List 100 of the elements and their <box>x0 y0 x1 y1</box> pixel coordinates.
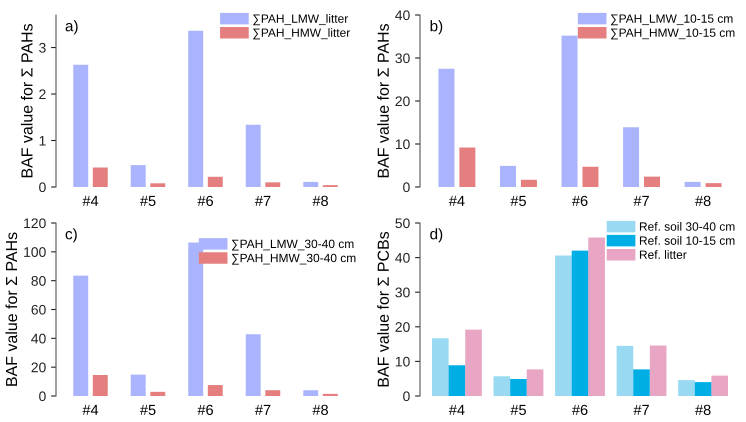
y-tick-label: 0 <box>39 182 46 192</box>
bar <box>150 183 166 187</box>
bar <box>694 382 712 396</box>
bar <box>208 385 223 396</box>
annotation: a) <box>66 20 78 34</box>
y-tick-label: 30 <box>395 288 410 298</box>
bar <box>623 127 640 187</box>
legend-label: ∑PAH_LMW_litter <box>253 14 348 26</box>
bar <box>678 380 695 396</box>
y-tick-label: 0 <box>403 391 410 402</box>
bar <box>73 276 88 396</box>
y-tick-label: 20 <box>396 96 410 106</box>
x-tick-label: #5 <box>510 196 526 206</box>
y-tick-label: 100 <box>24 247 46 258</box>
x-tick-label: #4 <box>448 196 465 206</box>
bar <box>188 30 204 187</box>
x-tick-label: #6 <box>197 404 213 416</box>
bar <box>510 379 527 396</box>
x-tick-label: #7 <box>633 404 649 415</box>
y-tick-label: 40 <box>395 252 410 263</box>
x-tick-label: #4 <box>82 404 98 415</box>
y-tick-label: 1 <box>40 136 46 146</box>
x-tick-label: #7 <box>254 404 270 415</box>
x-tick-label: #4 <box>82 196 98 206</box>
x-tick-label: #8 <box>312 404 328 416</box>
bar <box>459 147 476 187</box>
legend-label: ∑PAH_LMW_10-15 cm <box>611 14 732 26</box>
y-tick-label: 3 <box>39 42 46 53</box>
bar <box>684 182 701 187</box>
x-tick-label: #8 <box>312 196 328 206</box>
legend-label: Ref. litter <box>640 250 687 259</box>
bar <box>73 64 88 187</box>
x-tick-label: #7 <box>633 196 649 206</box>
y-tick-label: 20 <box>396 322 410 332</box>
bar <box>616 346 634 396</box>
y-tick-label: 60 <box>32 304 46 315</box>
bar <box>500 166 516 187</box>
bar <box>448 365 466 396</box>
bar <box>555 256 572 396</box>
bar <box>562 36 578 187</box>
x-tick-label: #6 <box>572 196 588 206</box>
y-tick-label: 10 <box>396 356 410 367</box>
y-tick-label: 0 <box>403 182 410 192</box>
bar <box>303 182 318 187</box>
bar <box>526 369 544 396</box>
bar <box>644 176 660 187</box>
x-tick-label: #5 <box>140 404 156 416</box>
bar <box>208 176 223 187</box>
bar <box>438 68 454 187</box>
x-tick-label: #5 <box>140 196 156 206</box>
annotation: b) <box>430 20 442 34</box>
y-tick-label: 120 <box>24 218 46 228</box>
y-tick-label: 20 <box>32 362 46 372</box>
bar <box>582 166 598 187</box>
bar <box>150 392 166 396</box>
bar <box>650 345 666 396</box>
legend-label: Ref. soil 10-15 cm <box>640 236 734 245</box>
y-tick-label: 30 <box>395 53 410 64</box>
bar <box>265 390 280 396</box>
legend-label: ∑PAH_HMW_litter <box>253 28 350 40</box>
legend-label: Ref. soil 30-40 cm <box>640 222 734 231</box>
annotation: c) <box>66 228 77 242</box>
y-axis-title: BAF value for Σ PAHs <box>5 232 18 386</box>
y-tick-label: 2 <box>39 89 46 100</box>
x-tick-label: #6 <box>572 404 588 416</box>
bar <box>246 334 261 396</box>
bar <box>246 124 261 187</box>
bar <box>520 180 537 187</box>
legend-label: ∑PAH_HMW_30-40 cm <box>232 254 356 265</box>
bar <box>303 390 318 396</box>
bar <box>572 250 588 396</box>
legend-label: ∑PAH_LMW_30-40 cm <box>232 240 354 250</box>
annotation: d) <box>430 228 442 242</box>
x-tick-label: #4 <box>448 404 465 415</box>
bar <box>706 183 722 187</box>
y-axis-title: BAF value for Σ PAHs <box>20 24 33 178</box>
y-tick-label: 0 <box>39 391 46 402</box>
bar <box>465 330 482 396</box>
y-axis-title: BAF value for Σ PAHs <box>377 24 389 178</box>
x-tick-label: #7 <box>254 196 270 206</box>
bar <box>711 376 728 396</box>
x-tick-label: #8 <box>695 196 711 206</box>
bar <box>92 374 108 396</box>
bar <box>130 165 146 187</box>
x-tick-label: #6 <box>197 196 213 206</box>
legend-label: ∑PAH_HMW_10-15 cm <box>611 28 734 40</box>
bar <box>494 376 510 396</box>
y-axis-title: BAF value for Σ PCBs <box>377 232 389 386</box>
bar <box>130 374 146 396</box>
bar <box>633 369 650 396</box>
y-tick-label: 10 <box>396 139 410 150</box>
y-tick-label: 80 <box>31 276 46 286</box>
y-tick-label: 40 <box>395 10 410 20</box>
x-tick-label: #5 <box>510 404 526 416</box>
bar <box>265 182 280 187</box>
y-tick-label: 50 <box>395 218 410 228</box>
x-tick-label: #8 <box>695 404 711 416</box>
y-tick-label: 40 <box>31 334 46 344</box>
bar <box>432 338 449 396</box>
bar <box>92 167 108 187</box>
